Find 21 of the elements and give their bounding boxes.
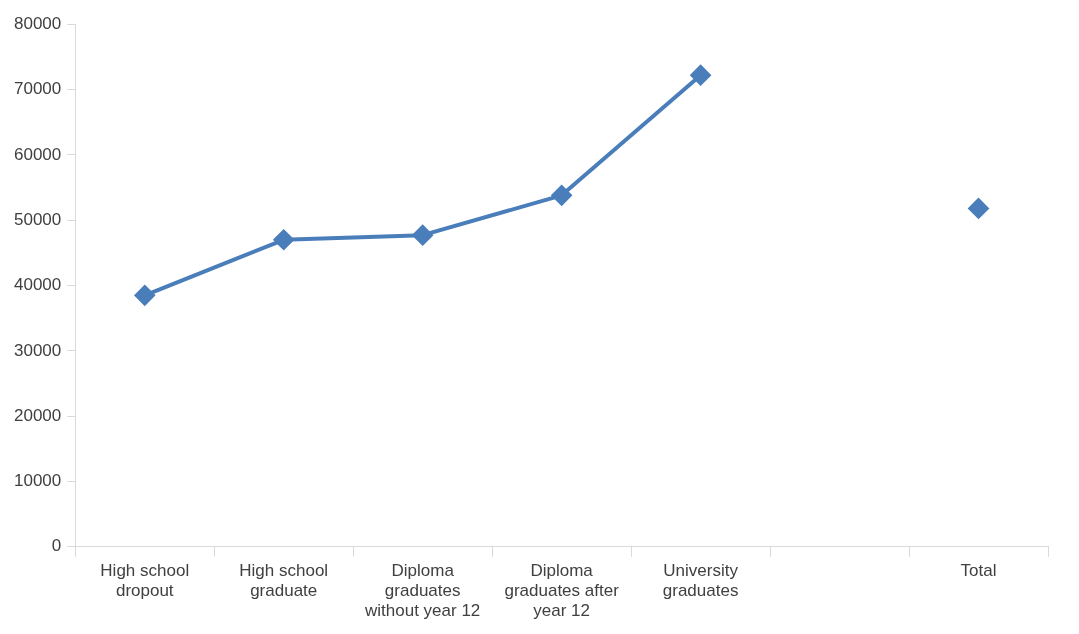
point (134, 285, 155, 306)
point (273, 229, 294, 250)
x-tick-label: High school dropout (100, 560, 190, 601)
y-tick-label: 70000 (13, 79, 62, 99)
y-tick-label: 30000 (13, 340, 62, 360)
point (412, 225, 433, 246)
y-tick-label: 50000 (13, 209, 62, 229)
y-tick-label: 40000 (13, 275, 62, 295)
x-tick-label: Diploma graduates without year 12 (364, 560, 481, 621)
point (690, 65, 711, 86)
x-tick-label: University graduates (662, 560, 739, 601)
point (551, 185, 572, 206)
y-tick-label: 10000 (13, 471, 62, 491)
point (968, 198, 989, 219)
x-tick-label: Diploma graduates after year 12 (504, 560, 620, 621)
y-tick-label: 60000 (13, 144, 62, 164)
y-tick-label: 20000 (13, 405, 62, 425)
y-tick-label: 0 (51, 536, 62, 556)
x-tick-label: Total (960, 560, 997, 580)
y-tick-label: 80000 (13, 13, 62, 33)
x-tick-label: High school graduate (239, 560, 329, 601)
